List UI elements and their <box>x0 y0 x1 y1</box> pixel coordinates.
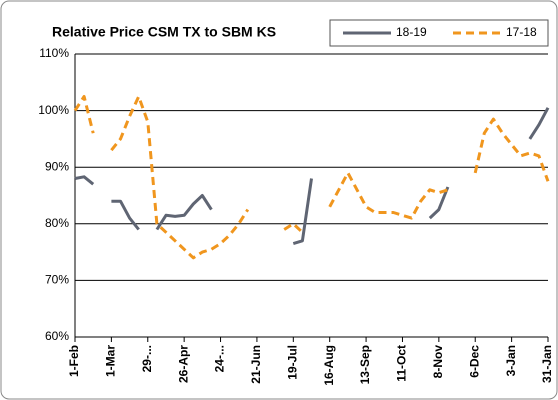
y-tick-label: 60% <box>45 329 69 343</box>
x-tick-label: 3-Jan <box>504 345 518 376</box>
x-tick-label: 16-Aug <box>322 345 336 386</box>
x-tick-label: 31-Jan <box>540 345 554 383</box>
y-tick-label: 90% <box>45 159 69 173</box>
x-tick-label: 1-Mar <box>104 345 118 377</box>
x-tick-label: 13-Sep <box>358 345 372 384</box>
x-tick-label: 6-Dec <box>467 345 481 378</box>
x-tick-label: 11-Oct <box>395 345 409 382</box>
line-series <box>74 107 550 246</box>
x-tick-label: 21-Jun <box>249 345 263 384</box>
y-tick-label: 70% <box>45 273 69 287</box>
y-tick-label: 110% <box>39 46 69 60</box>
x-tick-label: 26-Apr <box>176 345 190 383</box>
x-tick-label: 24-... <box>213 345 227 372</box>
y-tick-label: 100% <box>38 103 69 117</box>
legend-label: 17-18 <box>506 25 537 39</box>
x-tick-label: 29-... <box>140 345 154 372</box>
x-tick-label: 8-Nov <box>431 345 445 379</box>
legend-label: 18-19 <box>396 25 427 39</box>
line-series <box>73 95 550 260</box>
x-tick-label: 19-Jul <box>285 345 299 380</box>
chart-title: Relative Price CSM TX to SBM KS <box>52 24 276 40</box>
y-tick-label: 80% <box>45 216 69 230</box>
x-tick-label: 1-Feb <box>67 345 81 377</box>
